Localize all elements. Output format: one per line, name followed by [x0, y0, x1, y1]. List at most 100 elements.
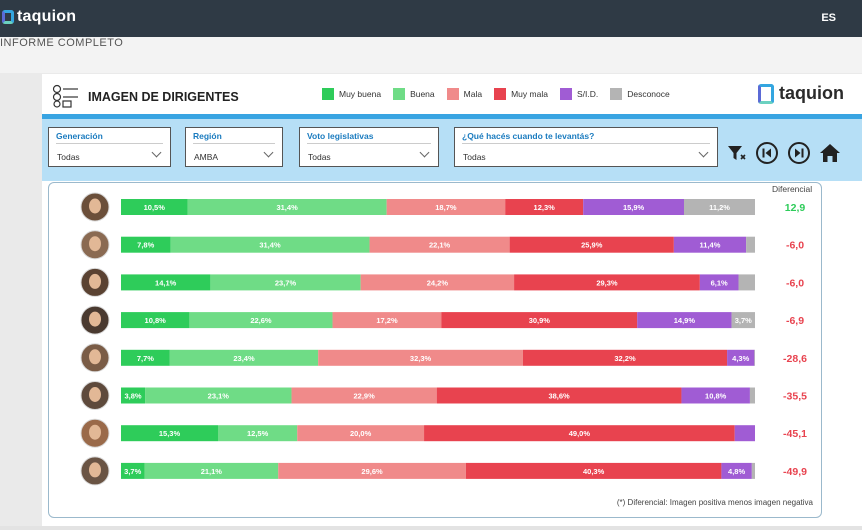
bar-segment[interactable] [673, 236, 747, 253]
chart-row[interactable]: 7,8% 31,4% 22,1% 25,9% 11,4% -6,0 [80, 230, 804, 260]
bar-data-label: 11,2% [709, 203, 730, 212]
bar-segment[interactable] [291, 387, 437, 404]
legend-item[interactable]: Mala [446, 88, 482, 100]
chart-row[interactable]: 10,8% 22,6% 17,2% 30,9% 14,9% 3,7% -6,9 [80, 305, 804, 335]
next-icon[interactable] [787, 141, 811, 165]
diff-value: -6,0 [786, 277, 804, 289]
chart-row[interactable]: 3,8% 23,1% 22,9% 38,6% 10,8% -35,5 [80, 381, 807, 410]
bar-segment[interactable] [369, 236, 510, 253]
legend-item[interactable]: Muy buena [322, 88, 381, 100]
bar-segment[interactable] [683, 199, 755, 215]
language-selector[interactable]: ES [821, 12, 836, 24]
bar-segment[interactable] [121, 462, 145, 479]
filter-region[interactable]: Región AMBA [185, 127, 283, 167]
bar-segment[interactable] [218, 425, 298, 442]
legend-swatch [494, 88, 507, 100]
filter-divider [307, 143, 431, 144]
avatar-face [89, 462, 101, 478]
bar-segment[interactable] [386, 199, 506, 215]
filter-generacion[interactable]: Generación Todas [48, 127, 171, 167]
bar-segment[interactable] [121, 312, 190, 329]
bar-segment[interactable] [681, 387, 750, 404]
bar-segment[interactable] [436, 387, 682, 404]
chart-row[interactable]: 7,7% 23,4% 32,3% 32,2% 4,3% -28,6 [80, 343, 807, 373]
bar-data-label: 3,7% [124, 467, 141, 476]
bar-segment[interactable] [297, 425, 425, 442]
bar-segment[interactable] [145, 387, 292, 404]
bar-segment[interactable] [332, 312, 442, 329]
bar-segment[interactable] [121, 349, 170, 366]
legend-item[interactable]: Buena [393, 88, 435, 100]
filter-label: ¿Qué hacés cuando te levantás? [462, 131, 595, 141]
bar-data-label: 24,2% [427, 278, 449, 287]
bar-segment[interactable] [738, 274, 755, 291]
report-brand: taquion [758, 83, 844, 104]
bar-data-label: 30,9% [529, 316, 551, 325]
bar-segment[interactable] [509, 236, 674, 253]
avatar-face [89, 273, 101, 289]
legend-item[interactable]: S/I.D. [559, 88, 598, 100]
bar-segment[interactable] [144, 462, 279, 479]
bar-segment[interactable] [522, 349, 728, 366]
bar-data-label: 23,1% [208, 392, 230, 401]
chart-row[interactable]: 10,5% 31,4% 18,7% 12,3% 15,9% 11,2% 12,9 [80, 192, 805, 222]
bar-segment[interactable] [278, 462, 466, 479]
home-icon[interactable] [818, 141, 842, 165]
bar-data-label: 23,7% [275, 278, 297, 287]
chevron-down-icon[interactable] [698, 147, 709, 158]
bar-segment[interactable] [583, 199, 684, 215]
chart-row[interactable]: 3,7% 21,1% 29,6% 40,3% 4,8% -49,9 [80, 456, 807, 486]
bar-segment[interactable] [746, 236, 755, 253]
bar-segment[interactable] [441, 312, 638, 329]
bar-segment[interactable] [734, 425, 755, 442]
legend-label: Muy buena [339, 89, 382, 99]
bar-segment[interactable] [505, 199, 584, 215]
chevron-down-icon[interactable] [263, 147, 274, 158]
filter-que-haces[interactable]: ¿Qué hacés cuando te levantás? Todas [454, 127, 718, 167]
avatar-face [89, 387, 101, 402]
bar-segment[interactable] [754, 349, 755, 366]
bar-segment[interactable] [424, 425, 735, 442]
previous-icon[interactable] [755, 141, 779, 165]
bar-segment[interactable] [731, 312, 755, 329]
bar-segment[interactable] [170, 236, 370, 253]
bar-segment[interactable] [169, 349, 319, 366]
bar-segment[interactable] [189, 312, 333, 329]
filter-value: Todas [463, 152, 486, 162]
bar-segment[interactable] [749, 387, 755, 404]
bar-segment[interactable] [637, 312, 732, 329]
filter-value: AMBA [194, 152, 219, 162]
bar-segment[interactable] [751, 462, 755, 479]
chevron-down-icon[interactable] [151, 147, 162, 158]
chevron-down-icon[interactable] [419, 147, 430, 158]
bar-segment[interactable] [121, 274, 211, 291]
chart-row[interactable]: 15,3% 12,5% 20,0% 49,0% -45,1 [80, 418, 807, 448]
bar-data-label: 15,3% [159, 429, 181, 438]
bar-data-label: 14,1% [155, 278, 177, 287]
bar-segment[interactable] [121, 199, 188, 215]
bar-segment[interactable] [514, 274, 700, 291]
legend-item[interactable]: Desconoce [610, 88, 670, 100]
bar-segment[interactable] [465, 462, 722, 479]
app-logo[interactable]: taquion [2, 8, 76, 26]
avatar-face [89, 198, 101, 214]
bar-segment[interactable] [210, 274, 361, 291]
chart-row[interactable]: 14,1% 23,7% 24,2% 29,3% 6,1% -6,0 [80, 267, 804, 297]
bar-segment[interactable] [727, 349, 755, 366]
bar-segment[interactable] [699, 274, 739, 291]
bar-segment[interactable] [360, 274, 515, 291]
bar-data-label: 32,2% [614, 354, 636, 363]
filter-clear-icon[interactable] [724, 141, 748, 165]
bar-segment[interactable] [187, 199, 387, 215]
bar-segment[interactable] [121, 425, 218, 442]
bar-segment[interactable] [121, 236, 171, 253]
bar-data-label: 18,7% [435, 203, 457, 212]
avatar-face [89, 349, 101, 365]
bar-segment[interactable] [121, 387, 146, 404]
bar-data-label: 7,7% [137, 354, 154, 363]
diff-value: -6,9 [786, 315, 804, 327]
filter-voto-legislativas[interactable]: Voto legislativas Todas [299, 127, 439, 167]
bar-segment[interactable] [721, 462, 752, 479]
legend-item[interactable]: Muy mala [494, 88, 548, 100]
bar-segment[interactable] [318, 349, 523, 366]
